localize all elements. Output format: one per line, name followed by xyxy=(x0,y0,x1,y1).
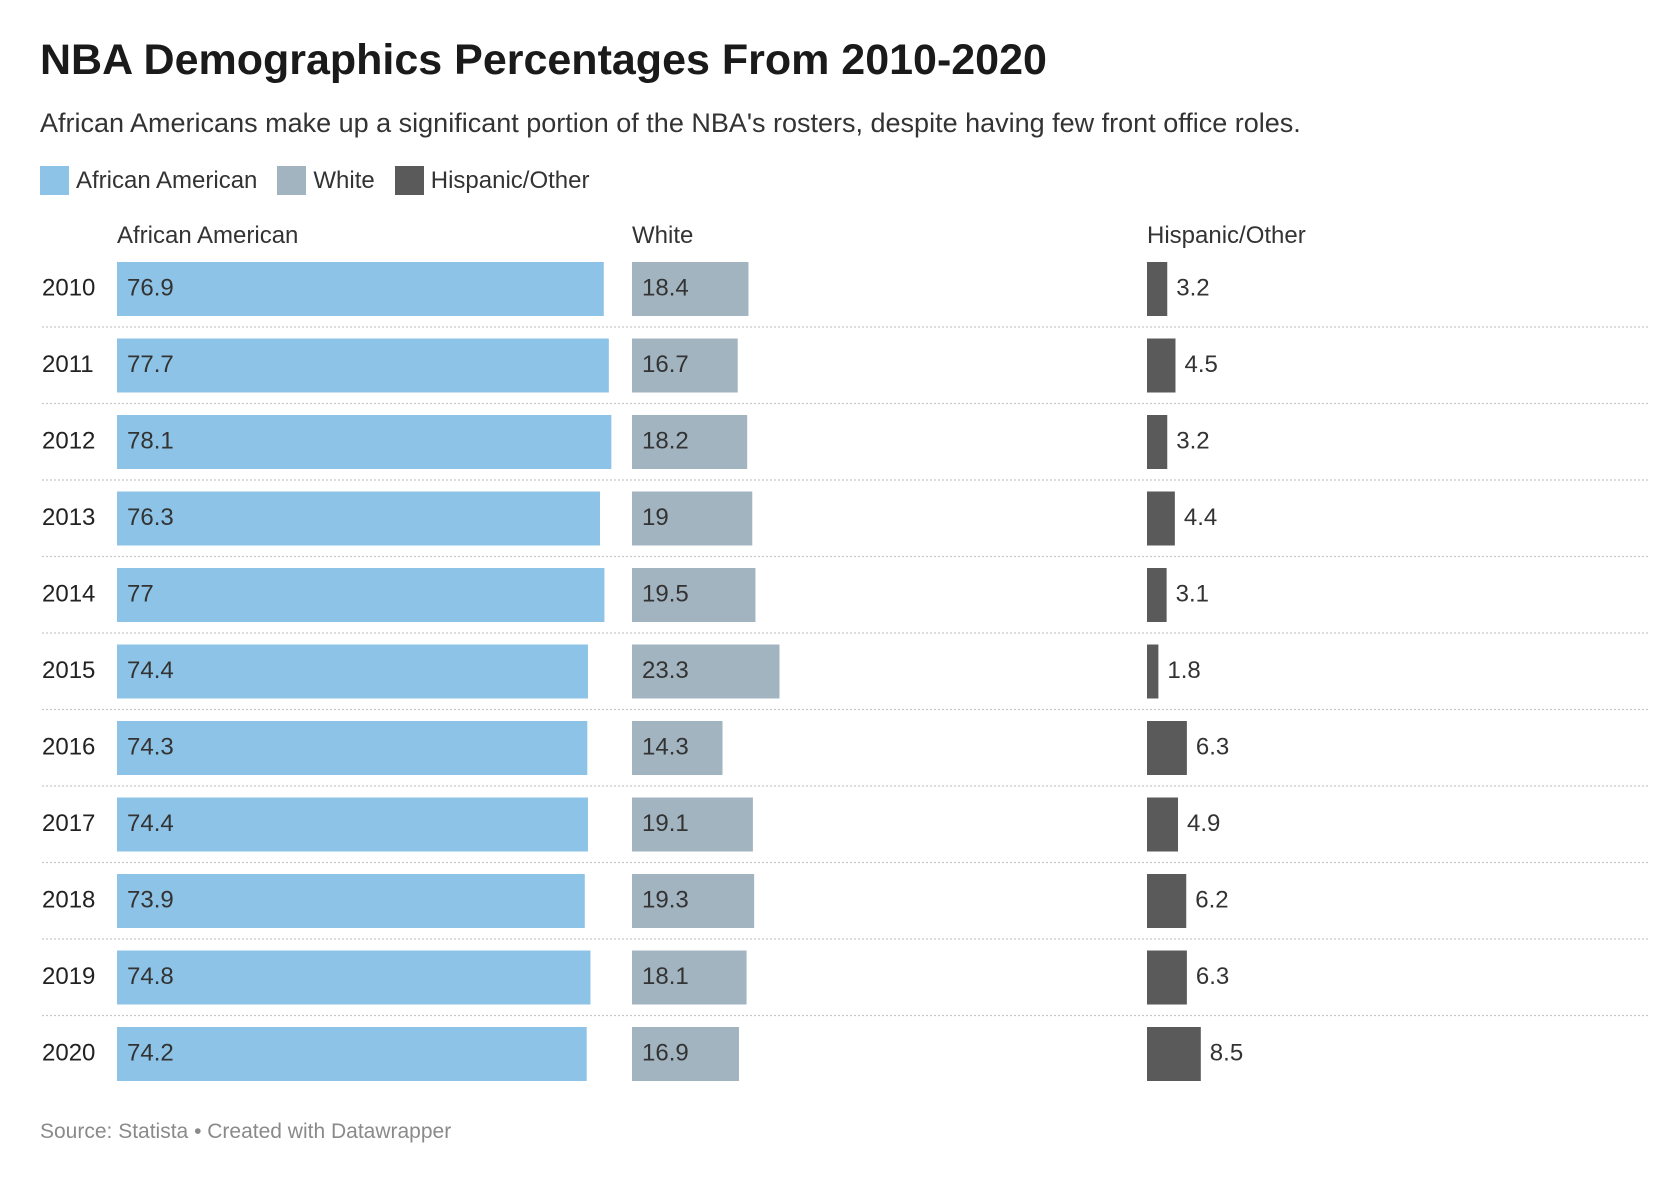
value-label: 19.1 xyxy=(642,810,689,837)
bar-african-american-2015 xyxy=(117,644,588,699)
bar-white-2017 xyxy=(632,797,753,852)
column-header-hispanic-other: Hispanic/Other xyxy=(1147,222,1306,249)
year-label: 2018 xyxy=(42,886,95,913)
bar-african-american-2018 xyxy=(117,874,585,928)
bar-white-2016 xyxy=(632,721,723,775)
legend-item-white: White xyxy=(277,166,375,195)
value-label: 77 xyxy=(127,580,154,607)
bar-hispanic-other-2017 xyxy=(1147,797,1179,852)
bar-african-american-2020 xyxy=(117,1027,587,1081)
value-label: 78.1 xyxy=(127,427,174,454)
value-label: 4.9 xyxy=(1187,810,1220,837)
value-label: 74.2 xyxy=(127,1039,174,1066)
bar-african-american-2017 xyxy=(117,797,588,852)
bar-african-american-2012 xyxy=(117,415,612,469)
value-label: 1.8 xyxy=(1167,657,1200,684)
bar-white-2015 xyxy=(632,644,780,699)
year-label: 2017 xyxy=(42,810,95,837)
value-label: 19.3 xyxy=(642,886,689,913)
year-label: 2020 xyxy=(42,1039,95,1066)
value-label: 18.2 xyxy=(642,427,689,454)
bar-hispanic-other-2013 xyxy=(1147,491,1175,546)
value-label: 6.3 xyxy=(1196,963,1229,990)
bar-hispanic-other-2016 xyxy=(1147,721,1187,775)
column-header-african-american: African American xyxy=(117,222,299,249)
year-label: 2010 xyxy=(42,274,95,301)
bar-hispanic-other-2018 xyxy=(1147,874,1187,928)
year-label: 2013 xyxy=(42,504,95,531)
value-label: 16.7 xyxy=(642,351,689,378)
legend-label-african-american: African American xyxy=(76,166,258,194)
legend-label-white: White xyxy=(313,166,375,194)
year-label: 2011 xyxy=(42,351,94,378)
legend-item-african-american: African American xyxy=(40,166,257,195)
bar-hispanic-other-2010 xyxy=(1147,262,1168,316)
value-label: 74.4 xyxy=(127,657,174,684)
year-label: 2015 xyxy=(42,657,95,684)
bar-african-american-2011 xyxy=(117,338,609,393)
value-label: 19.5 xyxy=(642,580,689,607)
bar-african-american-2010 xyxy=(117,262,604,316)
value-label: 16.9 xyxy=(642,1039,689,1066)
legend-swatch-african-american xyxy=(40,166,69,195)
legend: African American White Hispanic/Other xyxy=(40,166,610,195)
value-label: 19 xyxy=(642,504,669,531)
legend-swatch-hispanic-other xyxy=(394,166,424,195)
value-label: 6.2 xyxy=(1195,886,1228,913)
value-label: 14.3 xyxy=(642,733,689,760)
value-label: 73.9 xyxy=(127,886,174,913)
legend-item-hispanic-other: Hispanic/Other xyxy=(394,166,590,195)
bar-white-2019 xyxy=(632,950,747,1005)
year-label: 2016 xyxy=(42,733,95,760)
chart-title: NBA Demographics Percentages From 2010-2… xyxy=(40,36,1047,84)
value-label: 23.3 xyxy=(642,657,689,684)
bar-white-2013 xyxy=(632,491,753,546)
chart-source: Source: Statista • Created with Datawrap… xyxy=(40,1120,452,1143)
bar-hispanic-other-2012 xyxy=(1147,415,1168,469)
bar-african-american-2019 xyxy=(117,950,591,1005)
bar-hispanic-other-2014 xyxy=(1147,568,1167,622)
bar-white-2020 xyxy=(632,1027,739,1081)
value-label: 18.4 xyxy=(642,274,689,301)
bar-white-2018 xyxy=(632,874,755,928)
bar-african-american-2014 xyxy=(117,568,605,622)
value-label: 3.2 xyxy=(1176,274,1209,301)
value-label: 74.3 xyxy=(127,733,174,760)
value-label: 8.5 xyxy=(1210,1039,1243,1066)
bar-white-2010 xyxy=(632,262,749,316)
chart-subtitle: African Americans make up a significant … xyxy=(40,108,1301,138)
bar-hispanic-other-2011 xyxy=(1147,338,1176,393)
value-label: 3.1 xyxy=(1176,580,1209,607)
bar-white-2014 xyxy=(632,568,756,622)
value-label: 4.5 xyxy=(1184,351,1217,378)
legend-label-hispanic-other: Hispanic/Other xyxy=(430,166,590,194)
value-label: 18.1 xyxy=(642,963,689,990)
value-label: 77.7 xyxy=(127,351,174,378)
value-label: 76.3 xyxy=(127,504,174,531)
value-label: 4.4 xyxy=(1184,504,1217,531)
value-label: 74.8 xyxy=(127,963,174,990)
bar-hispanic-other-2020 xyxy=(1147,1027,1201,1081)
year-label: 2012 xyxy=(42,427,95,454)
column-header-white: White xyxy=(632,222,694,249)
bar-white-2012 xyxy=(632,415,748,469)
value-label: 3.2 xyxy=(1176,427,1209,454)
value-label: 6.3 xyxy=(1196,733,1229,760)
value-label: 76.9 xyxy=(127,274,174,301)
bar-hispanic-other-2019 xyxy=(1147,950,1187,1005)
value-label: 74.4 xyxy=(127,810,174,837)
bar-hispanic-other-2015 xyxy=(1147,644,1159,699)
year-label: 2019 xyxy=(42,963,95,990)
legend-swatch-white xyxy=(277,166,307,195)
bar-white-2011 xyxy=(632,338,738,393)
bar-african-american-2016 xyxy=(117,721,588,775)
year-label: 2014 xyxy=(42,580,95,607)
bar-african-american-2013 xyxy=(117,491,600,546)
